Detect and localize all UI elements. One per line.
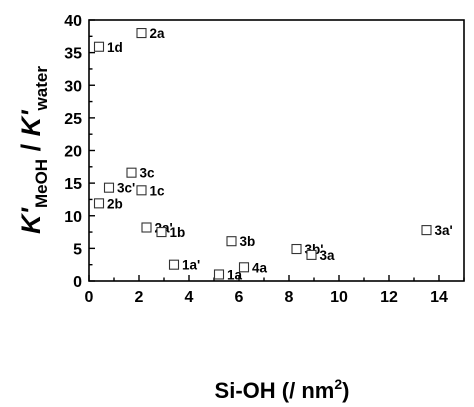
data-point-marker [141,222,152,233]
y-tick-label: 25 [64,111,82,128]
data-point-label: 2a [150,26,166,41]
data-point-marker [136,27,147,39]
data-point-label: 3c [140,166,156,181]
data-point-label: 1a [227,267,243,282]
x-tick-label: 0 [85,289,94,306]
data-point-marker [126,167,137,178]
data-point-label: 3b [240,234,256,249]
plot-area [88,19,465,282]
x-tick-label: 2 [135,289,144,306]
x-tick-label: 4 [185,289,194,306]
y-tick-label: 0 [73,274,82,291]
data-point-marker [291,243,302,255]
data-point-marker [226,236,237,247]
data-point-marker [93,198,105,209]
data-point-marker [238,262,250,273]
data-point-marker [156,227,167,238]
x-tick-label: 14 [430,289,448,306]
x-tick-label: 10 [330,289,348,306]
data-point-label: 1a' [182,258,200,273]
y-tick-label: 5 [73,241,82,258]
plot-border [88,19,465,282]
y-tick-label: 20 [64,144,82,161]
data-point-marker [93,41,105,52]
data-point-marker [213,269,225,280]
y-tick-label: 10 [64,209,82,226]
x-axis-title: Si-OH (/ nm2) [215,376,350,403]
y-tick-label: 30 [64,78,82,95]
y-axis-title: K'MeOH / K'water [16,66,51,234]
data-point-marker [168,259,180,270]
data-point-label: 3a' [435,223,453,238]
x-tick-label: 12 [380,289,398,306]
data-point-label: 3c' [117,181,135,196]
data-point-marker [136,185,147,196]
x-tick-label: 8 [285,289,294,306]
data-point-marker [103,182,115,193]
data-point-marker [421,225,432,236]
data-point-label: 2b [107,196,123,211]
y-tick-label: 15 [64,176,82,193]
y-tick-label: 40 [64,13,82,30]
data-point-marker [306,249,317,260]
data-point-label: 4a [252,260,268,275]
x-tick-label: 6 [235,289,244,306]
y-tick-label: 35 [64,46,82,63]
data-point-label: 1b [170,225,186,240]
y-axis: 0 5 10 15 20 25 30 35 40 [64,13,95,291]
data-point-label: 1c [150,183,166,198]
data-point-label: 3a [320,248,336,263]
x-axis: 0 2 4 6 8 10 12 14 [85,275,465,306]
data-point-label: 1d [107,40,123,55]
